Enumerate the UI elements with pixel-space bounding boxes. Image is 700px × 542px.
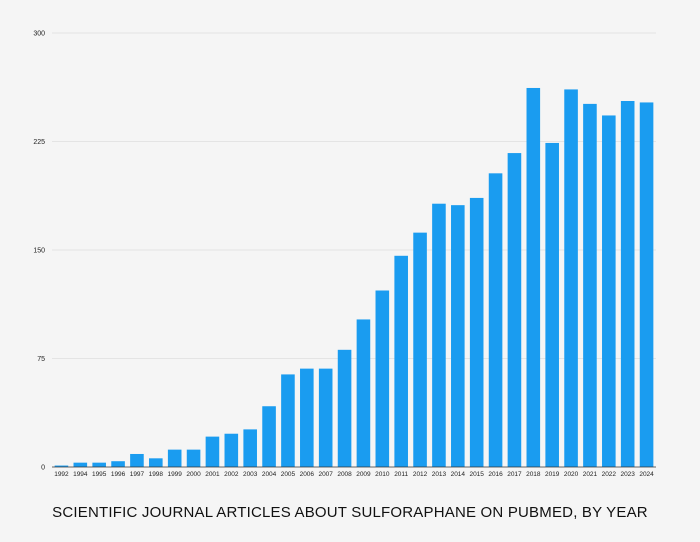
- y-tick-label: 300: [33, 31, 45, 38]
- x-tick-label: 2023: [620, 471, 635, 478]
- x-tick-label: 2013: [432, 471, 447, 478]
- chart-title: SCIENTIFIC JOURNAL ARTICLES ABOUT SULFOR…: [52, 504, 648, 521]
- bar-2012: [413, 232, 427, 467]
- bar-2006: [300, 368, 314, 467]
- x-tick-label: 1994: [73, 471, 88, 478]
- bar-2017: [507, 153, 522, 467]
- x-tick-label: 1999: [167, 471, 182, 478]
- y-tick-label: 150: [33, 248, 45, 255]
- x-tick-label: 2004: [262, 471, 277, 478]
- x-tick-label: 2015: [469, 471, 484, 478]
- bar-2023: [620, 100, 635, 467]
- bar-1996: [111, 461, 125, 467]
- bar-2002: [224, 433, 239, 467]
- x-tick-label: 2008: [337, 471, 352, 478]
- bar-1997: [130, 453, 144, 467]
- x-tick-label: 1995: [92, 471, 107, 478]
- x-tick-label: 2014: [451, 471, 466, 478]
- y-axis-ticks: 0 75 150 225 300: [33, 31, 45, 472]
- bar-1994: [73, 462, 88, 467]
- x-tick-label: 2024: [639, 471, 654, 478]
- x-tick-label: 2002: [224, 471, 239, 478]
- bar-2021: [583, 103, 597, 468]
- x-tick-label: 1992: [54, 471, 69, 478]
- bar-2015: [469, 197, 484, 468]
- bar-2010: [375, 290, 390, 467]
- x-tick-label: 2019: [545, 471, 560, 478]
- bar-1995: [92, 462, 106, 467]
- x-tick-label: 2009: [356, 471, 371, 478]
- bar-2008: [337, 349, 352, 467]
- bar-2001: [205, 436, 220, 467]
- x-tick-label: 2000: [186, 471, 201, 478]
- bar-2004: [262, 406, 276, 467]
- x-tick-label: 2021: [583, 471, 598, 478]
- x-tick-label: 2011: [394, 471, 408, 478]
- x-tick-label: 2016: [488, 471, 503, 478]
- bar-2016: [488, 173, 503, 467]
- bar-2019: [545, 142, 559, 468]
- bar-chart-plot: 0 75 150 225 300 1992 1994 1995 1996 1997 1998 199…: [33, 31, 656, 478]
- x-tick-label: 2010: [375, 471, 390, 478]
- x-tick-label: 1996: [111, 471, 126, 478]
- bar-2007: [318, 368, 333, 467]
- bar-2022: [602, 115, 616, 468]
- x-tick-label: 1997: [130, 471, 145, 478]
- x-tick-label: 2007: [318, 471, 333, 478]
- x-tick-label: 2020: [564, 471, 579, 478]
- y-tick-label: 225: [33, 139, 45, 146]
- bar-1999: [167, 449, 182, 467]
- bar-2009: [356, 319, 371, 467]
- bar-2020: [564, 89, 578, 468]
- x-tick-label: 2012: [413, 471, 428, 478]
- y-tick-label: 0: [41, 465, 45, 472]
- bar-2013: [432, 203, 446, 467]
- x-tick-label: 2018: [526, 471, 541, 478]
- bar-2014: [451, 205, 465, 468]
- bar-2005: [281, 374, 295, 467]
- x-tick-label: 2001: [205, 471, 220, 478]
- x-tick-label: 2006: [300, 471, 315, 478]
- bars: [54, 87, 654, 468]
- x-tick-label: 2005: [281, 471, 296, 478]
- x-tick-label: 2017: [507, 471, 522, 478]
- y-tick-label: 75: [37, 356, 45, 363]
- x-axis-ticks: 1992 1994 1995 1996 1997 1998 1999 2000 2001 2002…: [54, 471, 654, 478]
- bar-1992: [54, 465, 69, 467]
- bar-1998: [149, 458, 163, 467]
- bar-2011: [394, 255, 408, 467]
- x-tick-label: 2022: [602, 471, 617, 478]
- x-tick-label: 1998: [149, 471, 164, 478]
- bar-2000: [186, 449, 201, 467]
- bar-2024: [639, 102, 654, 467]
- bar-2003: [243, 429, 257, 467]
- bar-2018: [526, 87, 541, 468]
- x-tick-label: 2003: [243, 471, 258, 478]
